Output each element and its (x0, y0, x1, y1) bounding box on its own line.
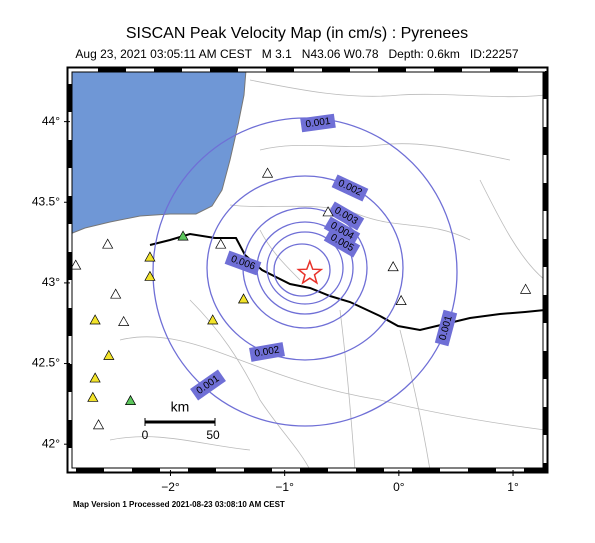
contour-label-box (327, 201, 365, 231)
scale-label: 0 (142, 428, 149, 442)
station (261, 167, 274, 178)
map-layers: 0.0010.0020.0030.0040.0050.0060.0020.001… (66, 66, 549, 474)
frame-outline (66, 66, 549, 474)
sea (69, 69, 247, 235)
station (519, 283, 532, 294)
x-tick-label: −1° (275, 480, 294, 494)
contour-label-box (300, 113, 336, 133)
y-tick-label: 42.5° (32, 356, 60, 370)
contour-label-box (434, 309, 458, 347)
contour-label-box (190, 369, 226, 401)
y-tick-label: 43.5° (32, 194, 60, 208)
dynamic-layer: 0.0010.0020.0030.0040.0050.0060.0020.001… (70, 113, 532, 442)
contour-label: 0.001 (434, 309, 458, 347)
contour-label: 0.001 (300, 113, 336, 133)
station (118, 315, 130, 326)
y-tick-label: 44° (42, 114, 60, 128)
station (395, 294, 407, 305)
station (87, 391, 99, 402)
station (110, 288, 122, 299)
subtitle: Aug 23, 2021 03:05:11 AM CEST M 3.1 N43.… (75, 47, 518, 61)
contour-label-text: 0.002 (254, 344, 281, 359)
station (89, 314, 101, 325)
contour-label-box (224, 250, 262, 276)
frame-stripes (68, 68, 547, 472)
station (177, 230, 189, 241)
station (92, 419, 105, 430)
scale-unit: km (171, 399, 190, 415)
contour-label-box (331, 174, 369, 202)
station (237, 293, 250, 304)
rivers (109, 79, 546, 471)
contour-label-box (249, 342, 285, 362)
station (322, 206, 334, 217)
contour-label-box (323, 228, 361, 258)
title: SISCAN Peak Velocity Map (in cm/s) : Pyr… (126, 25, 468, 42)
station (89, 372, 101, 383)
station (207, 314, 219, 325)
station (144, 270, 156, 281)
station (387, 261, 399, 272)
station (144, 251, 156, 262)
contour-label-text: 0.001 (305, 116, 332, 130)
station (103, 349, 115, 360)
station (102, 238, 114, 249)
y-tick-label: 42° (42, 436, 60, 450)
x-tick-label: 1° (507, 480, 519, 494)
station (215, 238, 227, 249)
contour-label-box (323, 216, 361, 246)
x-tick-label: 0° (393, 480, 405, 494)
contour-label: 0.002 (249, 342, 285, 362)
footer: Map Version 1 Processed 2021-08-23 03:08… (73, 500, 285, 509)
border (149, 232, 546, 332)
contour-label: 0.006 (224, 250, 262, 276)
y-tick-label: 43° (42, 275, 60, 289)
station (124, 394, 137, 405)
epicenter (296, 259, 324, 285)
x-tick-label: −2° (161, 480, 180, 494)
scale-label: 50 (206, 428, 220, 442)
station (70, 259, 82, 270)
